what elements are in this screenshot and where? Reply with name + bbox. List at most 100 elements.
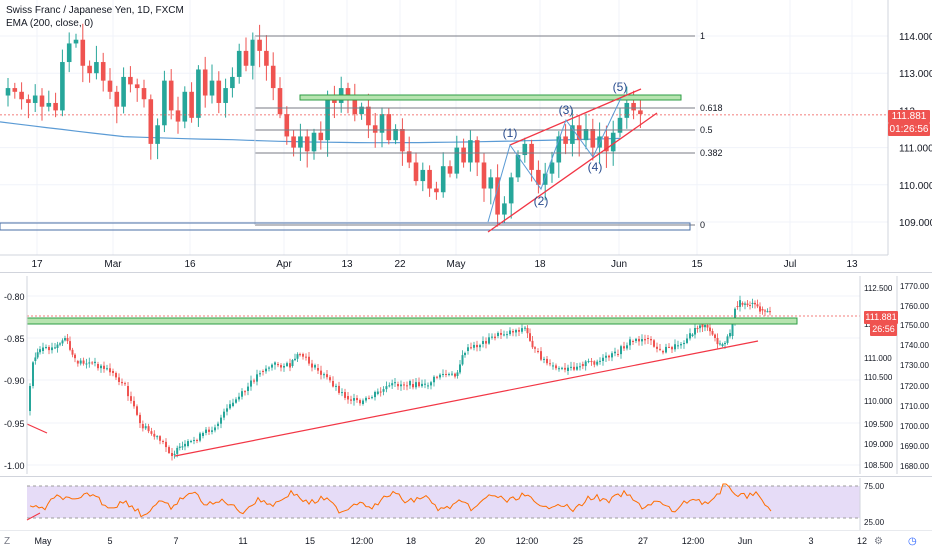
candle-body [461, 147, 466, 163]
fib-level-label: 0.618 [700, 103, 723, 113]
intraday-candle-body [344, 392, 346, 398]
intraday-candle-body [564, 367, 566, 370]
intraday-candle-body [421, 383, 423, 387]
intraday-candle-body [341, 392, 343, 394]
price-tick-label: 109.000 [899, 218, 932, 229]
intraday-candle-body [85, 363, 88, 365]
time-tick-label: 20 [475, 536, 485, 546]
intraday-candle-body [497, 332, 499, 336]
intraday-candle-body [256, 374, 258, 382]
intraday-candle-body [296, 354, 299, 359]
wave-label: (3) [559, 103, 574, 117]
time-tick-label: 5 [107, 536, 112, 546]
intraday-candle-body [291, 360, 294, 366]
rsi-band [27, 486, 860, 518]
intraday-candle-body [353, 398, 355, 401]
intraday-candle-body [746, 303, 749, 306]
intraday-candle-body [549, 363, 551, 365]
intraday-chart-svg[interactable]: -0.80-0.85-0.90-0.95-1.00 112.500111.500… [0, 276, 932, 474]
intraday-candle-body [208, 429, 210, 432]
intraday-candle-body [626, 345, 628, 349]
intraday-candle-body [162, 441, 164, 442]
candle-body [46, 102, 52, 107]
candle-body [638, 110, 643, 115]
far-right-tick-label: 1730.00 [900, 361, 929, 370]
intraday-candle-body [584, 361, 587, 367]
resistance-zone [299, 94, 682, 101]
candle-body [236, 50, 242, 77]
far-right-tick-label: 1710.00 [900, 402, 929, 411]
intraday-candle-body [253, 380, 255, 382]
intraday-candle-body [335, 385, 337, 387]
pane-divider[interactable] [0, 272, 932, 273]
far-right-tick-label: 1750.00 [900, 321, 929, 330]
rsi-chart-svg[interactable]: 75.00 25.00 [0, 478, 932, 530]
intraday-candle-body [347, 396, 349, 400]
candle-body [19, 91, 24, 100]
time-axis[interactable]: May 5 7 11 15 12:00 18 20 12:00 25 27 12:00 Jun 3 12 Z… [0, 529, 932, 550]
date-tick-label: 15 [691, 259, 703, 270]
intraday-candle-body [464, 352, 466, 356]
candle-body [209, 80, 215, 96]
rsi-pane-divider[interactable] [0, 476, 932, 477]
candle-body [168, 80, 174, 111]
mid-downtrend-stub [26, 423, 48, 434]
intraday-candle-body [567, 367, 569, 371]
intraday-candle-body [635, 338, 637, 342]
intraday-candle-body [362, 400, 364, 404]
symbol-title[interactable]: Swiss Franc / Japanese Yen, 1D, FXCM [6, 5, 184, 16]
ema-indicator-label[interactable]: EMA (200, close, 0) [6, 18, 94, 29]
intraday-candle-body [42, 347, 44, 351]
intraday-candle-body [329, 377, 331, 381]
intraday-candle-body [100, 365, 102, 369]
intraday-candle-body [677, 345, 679, 347]
intraday-candle-body [388, 385, 391, 387]
intraday-candle-body [317, 368, 319, 371]
main-price-chart[interactable]: 1 0.618 0.5 0.382 0 (1) (2) (3) (4) (5) 114.000 11… [0, 0, 932, 270]
intraday-candle-body [442, 373, 444, 375]
time-tick-label: 27 [638, 536, 648, 546]
intraday-candle-body [430, 382, 432, 386]
intraday-candle-body [91, 362, 94, 364]
intraday-candle-body [512, 331, 514, 333]
intraday-candle-body [139, 414, 141, 424]
candle-body [502, 203, 507, 215]
intraday-candle-body [235, 399, 237, 403]
candle-body [413, 162, 419, 182]
intraday-candle-body [241, 391, 243, 397]
intraday-candle-body [671, 347, 673, 350]
candle-body [60, 62, 65, 111]
time-axis-svg[interactable]: May 5 7 11 15 12:00 18 20 12:00 25 27 12:00 Jun 3 12 Z… [0, 529, 932, 550]
rsi-indicator-pane[interactable]: 75.00 25.00 [0, 478, 932, 530]
candle-body [515, 155, 521, 178]
candle-body [345, 88, 351, 100]
time-tick-label: 12:00 [682, 536, 705, 546]
intraday-candle-body [573, 366, 575, 370]
intraday-candle-body [638, 338, 640, 342]
candle-body [107, 80, 113, 92]
intraday-candle-body [265, 368, 267, 372]
zoom-icon[interactable]: Z [4, 536, 10, 547]
intraday-candle-body [271, 364, 273, 368]
candle-body [488, 177, 494, 189]
intraday-candle-body [326, 374, 328, 378]
intraday-candle-body [299, 354, 301, 356]
candle-body [53, 102, 58, 111]
intraday-candle-body [59, 343, 61, 345]
settings-gear-icon[interactable]: ⚙ [874, 536, 883, 547]
intraday-candle-body [509, 330, 511, 335]
intraday-candle-body [178, 446, 181, 448]
intraday-candle-body [482, 341, 484, 344]
intraday-candle-body [202, 432, 204, 436]
far-right-tick-label: 1740.00 [900, 341, 929, 350]
log-scale-toggle[interactable]: ◷ [908, 536, 917, 547]
intraday-candle-body [187, 441, 189, 446]
candle-body [549, 162, 555, 174]
intraday-candle-body [153, 433, 156, 437]
intraday-candle-body [82, 360, 85, 364]
intraday-candle-body [147, 426, 150, 432]
intraday-candle-body [61, 340, 64, 344]
intraday-candle-body [602, 357, 604, 361]
intraday-chart[interactable]: -0.80-0.85-0.90-0.95-1.00 112.500111.500… [0, 276, 932, 474]
main-price-chart-svg[interactable]: 1 0.618 0.5 0.382 0 (1) (2) (3) (4) (5) 114.000 11… [0, 0, 932, 270]
